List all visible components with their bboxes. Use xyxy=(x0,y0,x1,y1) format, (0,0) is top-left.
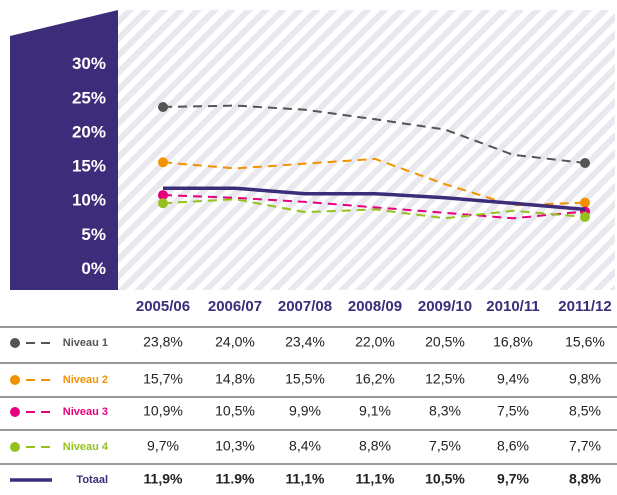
column-header: 2011/12 xyxy=(558,298,611,315)
table-cell: 14,8% xyxy=(215,371,255,387)
table-cell: 10,5% xyxy=(425,471,465,487)
legend-label: Niveau 3 xyxy=(63,406,108,418)
y-tick-label: 20% xyxy=(72,122,106,141)
y-tick-label: 30% xyxy=(72,54,106,73)
column-header: 2006/07 xyxy=(208,298,262,315)
table-cell: 23,4% xyxy=(285,334,325,350)
point xyxy=(158,198,168,209)
table-cell: 16,2% xyxy=(355,371,395,387)
point xyxy=(158,157,168,168)
column-header: 2008/09 xyxy=(348,298,402,315)
legend-label: Niveau 4 xyxy=(63,441,109,453)
y-tick-label: 5% xyxy=(81,225,106,244)
line xyxy=(163,186,586,212)
table-cell: 10,3% xyxy=(215,438,255,454)
axis-band xyxy=(10,10,118,290)
table-cell: 12,5% xyxy=(425,371,465,387)
table-cell: 16,8% xyxy=(493,334,533,350)
plot-background xyxy=(118,10,615,290)
legend-marker xyxy=(10,442,20,452)
table-cell: 7,5% xyxy=(497,403,529,419)
table-cell: 9,8% xyxy=(569,371,601,387)
table-cell: 11.9% xyxy=(216,471,255,487)
table-cell: 8,6% xyxy=(497,438,529,454)
table-cell: 15,5% xyxy=(285,371,325,387)
table-cell: 15,6% xyxy=(565,334,605,350)
table-cell: 22,0% xyxy=(355,334,395,350)
legend-marker xyxy=(10,338,20,348)
y-tick-label: 0% xyxy=(81,259,106,278)
table-cell: 9,9% xyxy=(289,403,321,419)
legend-label: Niveau 1 xyxy=(63,337,108,349)
column-header: 2010/11 xyxy=(486,298,539,315)
column-header: 2007/08 xyxy=(278,298,332,315)
table-cell: 9,4% xyxy=(497,371,529,387)
y-tick-label: 25% xyxy=(72,88,106,107)
table-cell: 24,0% xyxy=(215,334,255,350)
table-cell: 8,4% xyxy=(289,438,321,454)
y-tick-label: 10% xyxy=(72,191,106,210)
table-cell: 20,5% xyxy=(425,334,465,350)
table-cell: 10,9% xyxy=(143,403,183,419)
line xyxy=(162,157,586,207)
y-tick-label: 15% xyxy=(72,157,106,176)
legend-marker xyxy=(10,375,20,385)
table-cell: 10,5% xyxy=(215,403,255,419)
table-cell: 7,5% xyxy=(429,438,461,454)
point xyxy=(580,197,590,208)
table-cell: 9,1% xyxy=(359,403,391,419)
column-header: 2009/10 xyxy=(418,298,472,315)
table-cell: 8,8% xyxy=(569,471,601,487)
point xyxy=(580,157,590,168)
table-cell: 8,3% xyxy=(429,403,461,419)
legend-marker xyxy=(10,407,20,417)
point xyxy=(580,211,590,222)
point xyxy=(158,190,168,201)
table-cell: 11,9% xyxy=(144,471,183,487)
table-cell: 15,7% xyxy=(143,371,183,387)
table-cell: 7,7% xyxy=(569,438,601,454)
table-cell: 9,7% xyxy=(497,471,529,487)
table-cell: 11,1% xyxy=(356,471,395,487)
table-cell: 23,8% xyxy=(143,334,183,350)
legend-label: Niveau 2 xyxy=(63,374,108,386)
table-cell: 8,5% xyxy=(569,403,601,419)
table-cell: 11,1% xyxy=(286,471,325,487)
table-cell: 9,7% xyxy=(147,438,179,454)
legend-label: Totaal xyxy=(76,474,108,486)
table-cell: 8,8% xyxy=(359,438,391,454)
line xyxy=(162,104,586,164)
point xyxy=(158,101,168,112)
line xyxy=(162,194,586,220)
line xyxy=(162,198,586,220)
column-header: 2005/06 xyxy=(136,298,190,315)
